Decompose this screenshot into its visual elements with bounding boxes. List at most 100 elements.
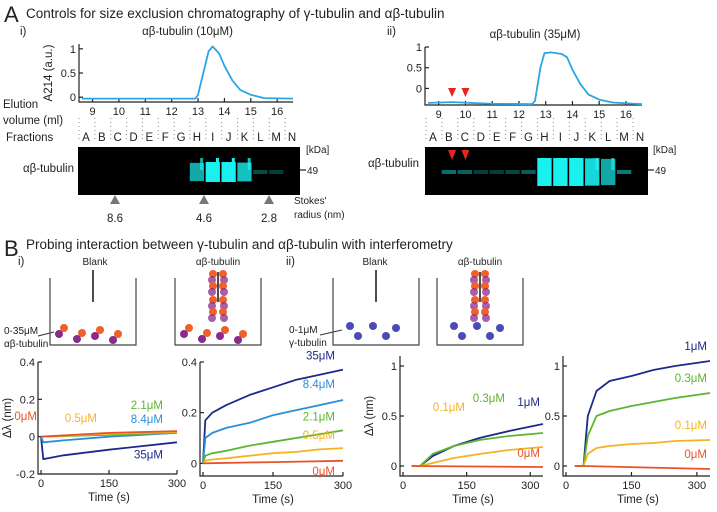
gel-band-smear	[231, 158, 235, 170]
axis-lines	[424, 47, 642, 106]
y-tick-label: 0.2	[20, 394, 35, 406]
well-beaker	[436, 278, 524, 346]
fractions-label: Fractions	[6, 132, 54, 144]
x-tick-label: 0	[200, 480, 206, 492]
y-tick-label: 0.2	[182, 408, 197, 420]
x-tick-label: 300	[521, 480, 539, 492]
stokes-value: 8.6	[107, 213, 123, 225]
beta-tubulin-dot	[220, 288, 228, 296]
gel-image	[78, 147, 300, 195]
red-arrowhead-icon	[461, 88, 470, 97]
x-tick-label: 16	[271, 106, 283, 118]
series-label: 1μM	[684, 341, 707, 353]
alpha-tubulin-dot	[114, 330, 122, 338]
fraction-label: K	[588, 132, 596, 144]
series-label: 0μM	[312, 466, 335, 478]
beta-tubulin-dot	[470, 314, 478, 322]
alpha-tubulin-dot	[185, 324, 193, 332]
gel-row-label-i: αβ-tubulin	[23, 163, 74, 175]
schematic-title: αβ-tubulin	[196, 257, 240, 268]
x-tick-label: 14	[566, 109, 578, 121]
y-tick-label: 1	[416, 42, 422, 54]
well-beaker	[332, 278, 420, 346]
y-tick-label: 0.5	[61, 68, 76, 80]
gel-band	[473, 170, 488, 174]
series-line-0μM	[411, 465, 544, 468]
beta-tubulin-dot	[482, 314, 490, 322]
beta-tubulin-dot	[220, 314, 228, 322]
x-tick-label: 16	[620, 109, 632, 121]
x-tick-label: 300	[168, 478, 186, 490]
beta-tubulin-dot	[208, 276, 216, 284]
fraction-label: F	[509, 132, 516, 144]
gamma-tubulin-dot	[496, 324, 504, 332]
series-line-35μM	[40, 436, 178, 460]
y-axis-label: A214 (a.u.)	[43, 44, 55, 101]
beta-tubulin-dot	[216, 332, 224, 340]
fraction-label: F	[162, 132, 169, 144]
series-label: 35μM	[306, 351, 335, 363]
x-axis-label: Time (s)	[252, 494, 294, 506]
x-axis-label: Time (s)	[452, 494, 494, 506]
series-line-1μM	[574, 360, 711, 467]
series-line-0μM	[202, 459, 344, 465]
alpha-tubulin-dot	[203, 329, 211, 337]
x-tick-label: 300	[334, 480, 352, 492]
fraction-label: D	[129, 132, 137, 144]
beta-tubulin-dot	[208, 288, 216, 296]
series-label: 0.1μM	[433, 402, 465, 414]
panel-b-letter: B	[4, 236, 19, 261]
alpha-tubulin-dot	[209, 282, 217, 290]
gamma-tubulin-dot	[392, 324, 400, 332]
beta-tubulin-dot	[198, 335, 206, 343]
series-line-trace	[82, 45, 294, 100]
gel-band	[616, 170, 632, 174]
alpha-tubulin-dot	[209, 308, 217, 316]
x-tick-label: 12	[166, 106, 178, 118]
beta-tubulin-dot	[220, 302, 228, 310]
y-tick-label: 0.5	[382, 411, 397, 423]
beta-tubulin-dot	[91, 332, 99, 340]
alpha-tubulin-dot	[96, 326, 104, 334]
well-beaker	[174, 278, 262, 346]
elution-label-unit: volume (ml)	[3, 115, 63, 127]
series-label: 0.5μM	[65, 413, 97, 425]
series-label: 0.1μM	[675, 420, 707, 432]
fraction-label: E	[493, 132, 501, 144]
schematic-title: Blank	[362, 257, 388, 268]
series-label: 2.1μM	[131, 400, 163, 412]
schematic-title: αβ-tubulin	[458, 257, 502, 268]
y-tick-label: 0.5	[545, 411, 560, 423]
x-tick-label: 150	[457, 480, 475, 492]
kda-label-ii: [kDa]	[653, 145, 677, 156]
axis-lines	[399, 356, 543, 477]
concentration-label: 0-35μM	[4, 326, 38, 337]
beta-tubulin-dot	[109, 336, 117, 344]
alpha-tubulin-dot	[219, 296, 227, 304]
alpha-tubulin-dot	[239, 330, 247, 338]
series-line-8.4μM	[202, 399, 344, 464]
y-tick-label: 0	[416, 83, 422, 95]
panel-a-letter: A	[4, 2, 19, 27]
gel-band-smear	[595, 158, 599, 170]
stokes-label-unit: radius (nm)	[294, 210, 345, 221]
alpha-tubulin-dot	[219, 308, 227, 316]
beta-tubulin-dot	[482, 276, 490, 284]
fraction-label: M	[619, 132, 629, 144]
alpha-tubulin-dot	[481, 296, 489, 304]
fraction-label: E	[146, 132, 154, 144]
x-tick-label: 9	[436, 109, 442, 121]
x-tick-label: 0	[38, 478, 44, 490]
gamma-tubulin-dot	[458, 332, 466, 340]
gel-band-smear	[215, 158, 219, 170]
series-label: 0.3μM	[675, 373, 707, 385]
gel-band	[269, 170, 284, 174]
alpha-tubulin-dot	[209, 270, 217, 278]
alpha-tubulin-dot	[481, 282, 489, 290]
gel-band	[505, 170, 520, 174]
fraction-label: L	[257, 132, 264, 144]
red-arrowhead-icon	[461, 150, 470, 160]
y-tick-label: 0	[554, 461, 560, 473]
marker-49-ii: 49	[655, 166, 667, 177]
fraction-label: C	[461, 132, 469, 144]
